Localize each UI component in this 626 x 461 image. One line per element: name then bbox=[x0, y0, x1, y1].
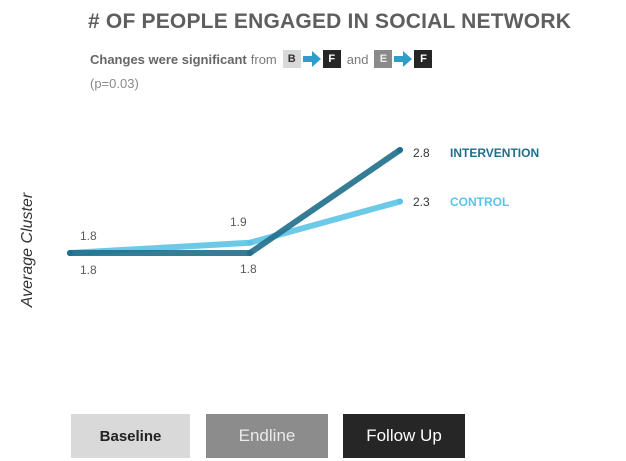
data-label-intervention-endline: 1.8 bbox=[240, 262, 257, 276]
data-label-control-endline: 1.9 bbox=[230, 215, 247, 229]
chart-subtitle: Changes were significant from B F and E … bbox=[90, 48, 433, 70]
series-line-intervention bbox=[67, 147, 403, 256]
data-point-intervention bbox=[67, 250, 73, 256]
data-label-control-baseline: 1.8 bbox=[80, 229, 97, 243]
p-value: (p=0.03) bbox=[90, 76, 139, 91]
data-point-intervention bbox=[247, 250, 253, 256]
chart-title: # OF PEOPLE ENGAGED IN SOCIAL NETWORK bbox=[88, 10, 572, 33]
x-tick-follow-up: Follow Up bbox=[343, 414, 465, 458]
data-point-control bbox=[397, 198, 403, 205]
x-tick-baseline: Baseline bbox=[71, 414, 190, 458]
followup-marker: F bbox=[414, 50, 433, 68]
legend-control: CONTROL bbox=[450, 195, 509, 209]
data-point-control bbox=[247, 239, 253, 246]
baseline-marker: B bbox=[282, 50, 301, 68]
subtitle-bold-text: Changes were significant bbox=[90, 51, 247, 67]
data-point-intervention bbox=[397, 147, 403, 153]
endline-marker: E bbox=[374, 50, 393, 68]
subtitle-and-text: and bbox=[346, 51, 369, 67]
data-label-intervention-followup: 2.8 bbox=[413, 146, 430, 160]
followup-marker: F bbox=[322, 50, 341, 68]
right-arrow-icon bbox=[394, 51, 413, 67]
x-tick-endline: Endline bbox=[206, 414, 328, 458]
right-arrow-icon bbox=[302, 51, 321, 67]
data-label-control-followup: 2.3 bbox=[413, 195, 430, 209]
data-label-intervention-baseline: 1.8 bbox=[80, 263, 97, 277]
legend-intervention: INTERVENTION bbox=[450, 146, 539, 160]
subtitle-from-text: from bbox=[250, 51, 277, 67]
